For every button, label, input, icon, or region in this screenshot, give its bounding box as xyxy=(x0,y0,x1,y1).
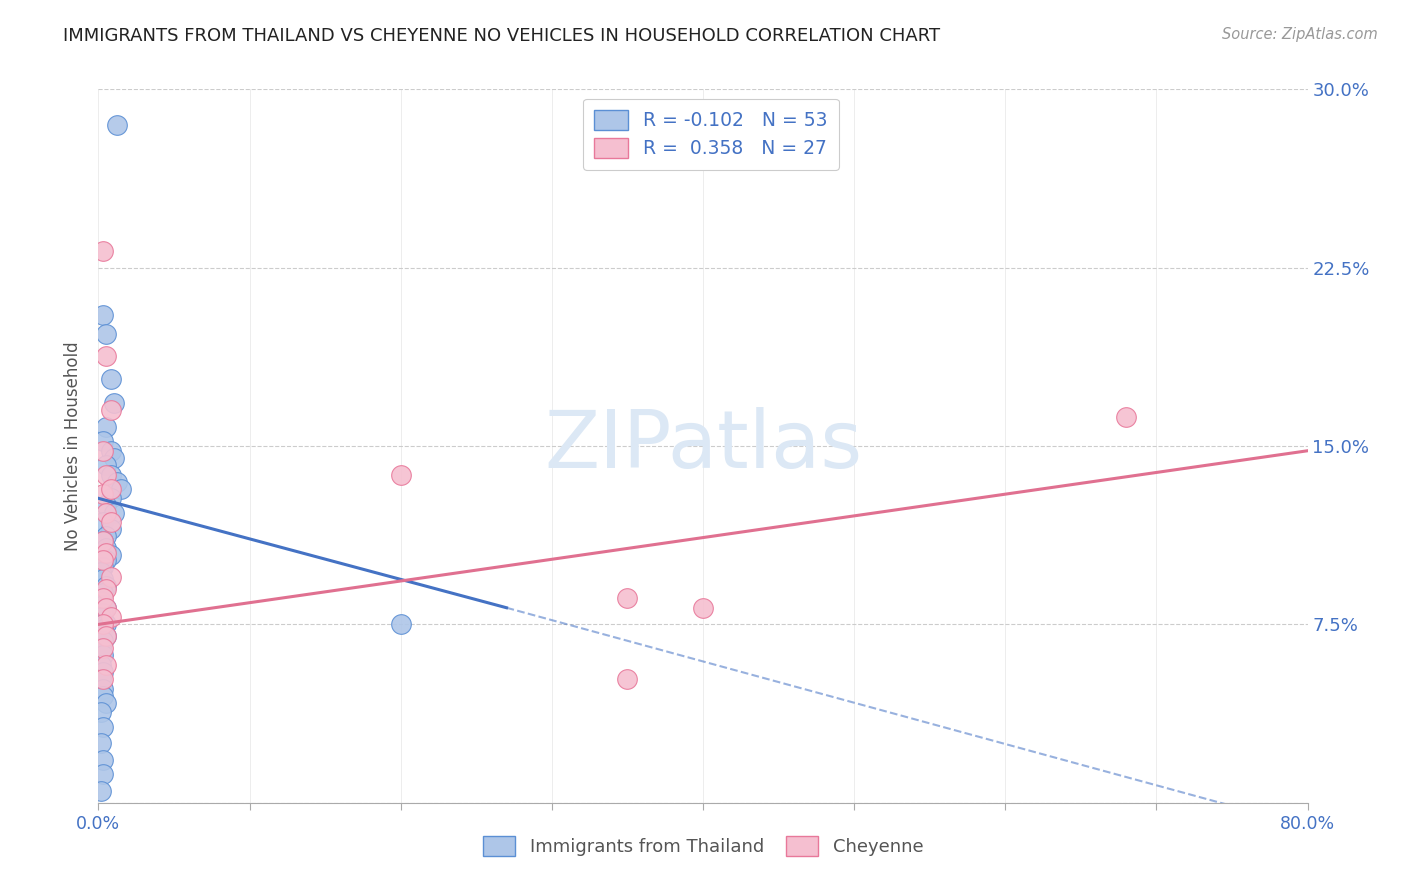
Point xyxy=(91,720,114,734)
Point xyxy=(91,515,114,529)
Point xyxy=(692,600,714,615)
Point xyxy=(105,118,128,132)
Point xyxy=(94,529,117,543)
Point xyxy=(91,617,114,632)
Point xyxy=(389,617,412,632)
Point xyxy=(100,515,122,529)
Point xyxy=(100,403,122,417)
Point xyxy=(94,600,117,615)
Point xyxy=(100,443,122,458)
Point xyxy=(91,767,114,781)
Point xyxy=(90,565,112,579)
Text: IMMIGRANTS FROM THAILAND VS CHEYENNE NO VEHICLES IN HOUSEHOLD CORRELATION CHART: IMMIGRANTS FROM THAILAND VS CHEYENNE NO … xyxy=(63,27,941,45)
Point xyxy=(91,534,114,549)
Point xyxy=(91,641,114,656)
Point xyxy=(94,349,117,363)
Point xyxy=(91,534,114,549)
Point xyxy=(91,434,114,449)
Point xyxy=(90,736,112,750)
Point xyxy=(91,672,114,686)
Point xyxy=(100,482,122,496)
Point xyxy=(94,553,117,567)
Point xyxy=(91,586,114,600)
Legend: Immigrants from Thailand, Cheyenne: Immigrants from Thailand, Cheyenne xyxy=(474,827,932,865)
Point xyxy=(91,572,114,586)
Text: ZIPatlas: ZIPatlas xyxy=(544,407,862,485)
Point xyxy=(616,672,638,686)
Point xyxy=(389,467,412,482)
Point xyxy=(94,420,117,434)
Point xyxy=(90,641,112,656)
Point xyxy=(91,553,114,567)
Point xyxy=(103,396,125,410)
Point xyxy=(91,591,114,606)
Point xyxy=(91,606,114,620)
Point xyxy=(94,467,117,482)
Point xyxy=(91,753,114,767)
Point xyxy=(94,541,117,556)
Point xyxy=(94,629,117,643)
Point xyxy=(100,522,122,536)
Point xyxy=(100,610,122,624)
Point xyxy=(91,560,114,574)
Point xyxy=(103,450,125,465)
Point xyxy=(94,546,117,560)
Point xyxy=(91,681,114,696)
Point xyxy=(91,486,114,500)
Y-axis label: No Vehicles in Household: No Vehicles in Household xyxy=(65,341,83,551)
Point xyxy=(616,591,638,606)
Point xyxy=(94,696,117,710)
Text: Source: ZipAtlas.com: Source: ZipAtlas.com xyxy=(1222,27,1378,42)
Point xyxy=(100,491,122,506)
Point xyxy=(91,622,114,636)
Point xyxy=(91,648,114,663)
Point xyxy=(1115,410,1137,425)
Point xyxy=(103,506,125,520)
Point xyxy=(91,599,114,613)
Point xyxy=(94,458,117,472)
Point xyxy=(90,706,112,720)
Point xyxy=(91,308,114,322)
Point xyxy=(94,617,117,632)
Point xyxy=(94,582,117,596)
Point xyxy=(100,549,122,563)
Point xyxy=(110,482,132,496)
Point xyxy=(105,475,128,489)
Point xyxy=(94,600,117,615)
Point xyxy=(91,617,114,632)
Point xyxy=(94,327,117,342)
Point xyxy=(94,657,117,672)
Point xyxy=(90,672,112,686)
Point xyxy=(91,443,114,458)
Point xyxy=(94,579,117,593)
Point xyxy=(100,467,122,482)
Point xyxy=(91,689,114,703)
Point xyxy=(94,506,117,520)
Point xyxy=(94,499,117,513)
Point xyxy=(90,784,112,798)
Point xyxy=(91,634,114,648)
Point xyxy=(91,244,114,258)
Point xyxy=(94,629,117,643)
Point xyxy=(90,610,112,624)
Point xyxy=(90,593,112,607)
Point xyxy=(100,570,122,584)
Point xyxy=(91,665,114,679)
Point xyxy=(90,657,112,672)
Point xyxy=(100,372,122,386)
